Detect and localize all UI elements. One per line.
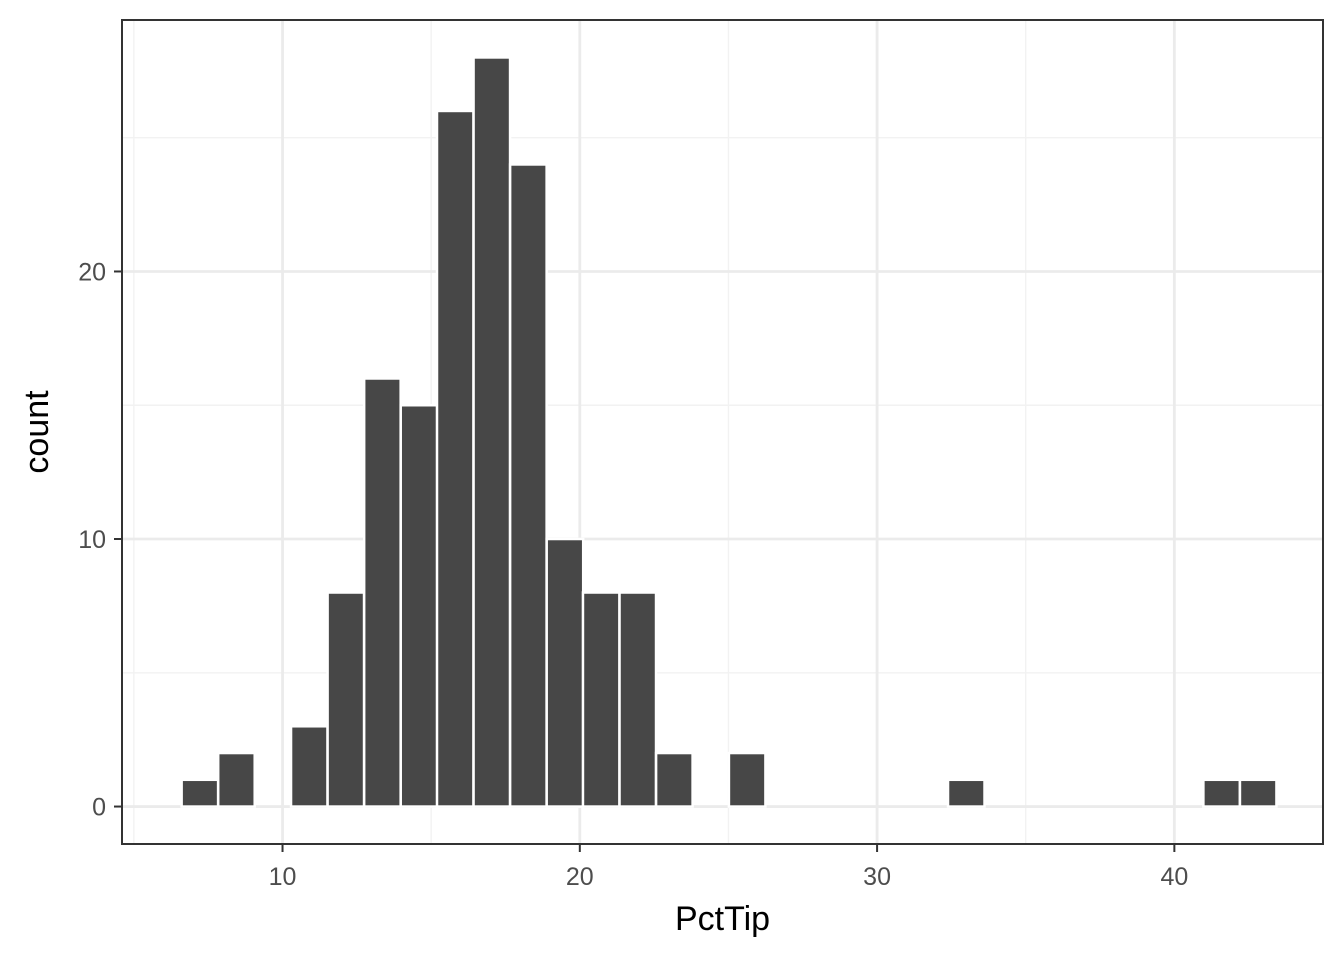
histogram-bar xyxy=(618,591,658,808)
histogram-bar xyxy=(508,163,548,808)
histogram-bar xyxy=(472,56,512,808)
x-axis-title: PctTip xyxy=(675,900,770,938)
histogram-bar xyxy=(654,751,694,808)
y-tick-label: 20 xyxy=(78,258,106,286)
histogram-bar xyxy=(1238,778,1278,808)
x-axis-ticks: 10 20 30 40 xyxy=(269,844,1188,891)
histogram-bar xyxy=(1202,778,1242,808)
histogram-bar xyxy=(727,751,767,808)
y-axis-title: count xyxy=(18,390,56,474)
histogram-bar xyxy=(399,403,439,808)
y-tick-label: 10 xyxy=(78,526,106,554)
histogram-bar xyxy=(289,725,329,808)
histogram-bar xyxy=(946,778,986,808)
histogram-bar xyxy=(545,537,585,808)
x-tick-label: 40 xyxy=(1160,863,1188,891)
y-tick-label: 0 xyxy=(92,794,106,822)
histogram-bars xyxy=(180,56,1278,808)
x-tick-label: 10 xyxy=(269,863,297,891)
y-axis-ticks: 0 10 20 xyxy=(78,258,122,822)
histogram-bar xyxy=(326,591,366,808)
panel-border xyxy=(121,19,1324,845)
histogram-bar xyxy=(362,377,402,808)
histogram-bar xyxy=(435,109,475,808)
histogram-bar xyxy=(216,751,256,808)
x-tick-label: 30 xyxy=(863,863,891,891)
histogram-bar xyxy=(180,778,220,808)
x-tick-label: 20 xyxy=(566,863,594,891)
histogram-bar xyxy=(581,591,621,808)
minor-gridlines xyxy=(122,20,1323,844)
